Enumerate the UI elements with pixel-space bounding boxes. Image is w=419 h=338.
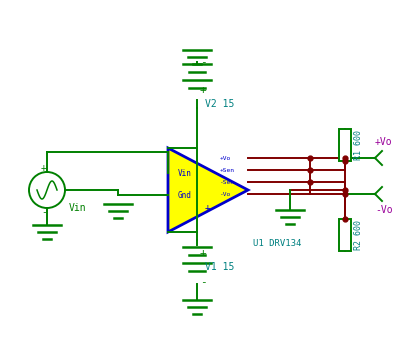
Text: -Sen: -Sen	[220, 179, 235, 185]
Text: +: +	[200, 85, 207, 95]
Text: +: +	[41, 163, 47, 173]
Text: Vin: Vin	[69, 203, 87, 213]
Text: V1 15: V1 15	[205, 262, 234, 272]
Text: -Vo: -Vo	[220, 192, 231, 196]
Polygon shape	[168, 148, 248, 232]
Text: -: -	[200, 277, 207, 287]
Text: U1 DRV134: U1 DRV134	[253, 240, 301, 248]
Text: R1 600: R1 600	[354, 130, 363, 160]
Text: Vin: Vin	[178, 169, 192, 177]
Text: -: -	[200, 57, 207, 67]
Text: +: +	[205, 203, 211, 213]
Text: +Vo: +Vo	[220, 155, 231, 161]
Text: Gnd: Gnd	[178, 191, 192, 199]
Text: +: +	[200, 248, 207, 258]
Bar	[339, 219, 351, 251]
Text: -: -	[41, 207, 47, 217]
Bar	[339, 129, 351, 161]
Text: V2 15: V2 15	[205, 99, 234, 109]
Text: R2 600: R2 600	[354, 220, 363, 250]
Text: +Vo: +Vo	[375, 137, 393, 147]
Text: -Vo: -Vo	[375, 205, 393, 215]
Text: +Sen: +Sen	[220, 168, 235, 172]
